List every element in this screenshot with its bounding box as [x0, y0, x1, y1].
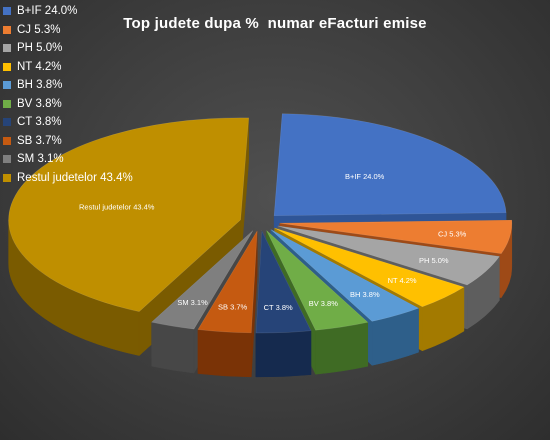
legend-swatch — [3, 7, 11, 16]
slice-ct — [255, 229, 312, 334]
data-label-cj: CJ 5.3% — [438, 230, 467, 239]
slice-nt — [274, 227, 465, 308]
legend-swatch — [3, 155, 11, 164]
legend-label: SB 3.7% — [17, 134, 62, 147]
slice-cj — [279, 219, 513, 255]
legend-label: CJ 5.3% — [17, 23, 61, 36]
legend-item-cj: CJ 5.3% — [3, 21, 133, 40]
legend-label: B+IF 24.0% — [17, 5, 78, 18]
legend-label: SM 3.1% — [17, 153, 64, 166]
legend-label: BH 3.8% — [17, 79, 63, 92]
legend-item-nt: NT 4.2% — [3, 58, 133, 77]
legend-swatch — [3, 25, 11, 34]
legend-item-sb: SB 3.7% — [3, 132, 133, 151]
data-label-sb: SB 3.7% — [218, 303, 248, 312]
legend-swatch — [3, 118, 11, 127]
legend-label: NT 4.2% — [17, 60, 62, 73]
chart-title: Top judete dupa % numar eFacturi emise — [123, 15, 427, 32]
data-label-nt: NT 4.2% — [388, 276, 417, 285]
slice-sm — [151, 230, 254, 330]
slice-restul-judetelor — [8, 117, 250, 312]
legend-item-restul-judetelor: Restul judetelor 43.4% — [3, 169, 133, 188]
data-label-bv: BV 3.8% — [309, 299, 339, 308]
legend-swatch — [3, 81, 11, 90]
slice-b-if — [273, 113, 507, 216]
data-label-sm: SM 3.1% — [177, 298, 208, 307]
slice-sb — [197, 230, 258, 334]
legend-item-ct: CT 3.8% — [3, 113, 133, 132]
legend-swatch — [3, 99, 11, 108]
data-label-b-if: B+IF 24.0% — [345, 172, 385, 181]
legend-swatch — [3, 136, 11, 145]
legend-swatch — [3, 173, 11, 182]
legend-item-b-if: B+IF 24.0% — [3, 2, 133, 21]
data-label-restul-judetelor: Restul judetelor 43.4% — [79, 202, 155, 211]
slice-bv — [266, 230, 369, 331]
slice-ph — [277, 225, 500, 286]
legend: B+IF 24.0% CJ 5.3% PH 5.0% NT 4.2% BH 3.8% BV… — [3, 2, 133, 187]
legend-label: BV 3.8% — [17, 97, 62, 110]
legend-item-sm: SM 3.1% — [3, 150, 133, 169]
legend-swatch — [3, 44, 11, 53]
legend-swatch — [3, 62, 11, 71]
legend-label: CT 3.8% — [17, 116, 62, 129]
data-label-ct: CT 3.8% — [264, 303, 293, 312]
slice-bh — [270, 229, 420, 322]
legend-label: Restul judetelor 43.4% — [17, 171, 133, 184]
legend-item-bv: BV 3.8% — [3, 95, 133, 114]
data-label-ph: PH 5.0% — [419, 256, 449, 265]
legend-item-bh: BH 3.8% — [3, 76, 133, 95]
legend-item-ph: PH 5.0% — [3, 39, 133, 58]
legend-label: PH 5.0% — [17, 42, 63, 55]
data-label-bh: BH 3.8% — [350, 290, 380, 299]
